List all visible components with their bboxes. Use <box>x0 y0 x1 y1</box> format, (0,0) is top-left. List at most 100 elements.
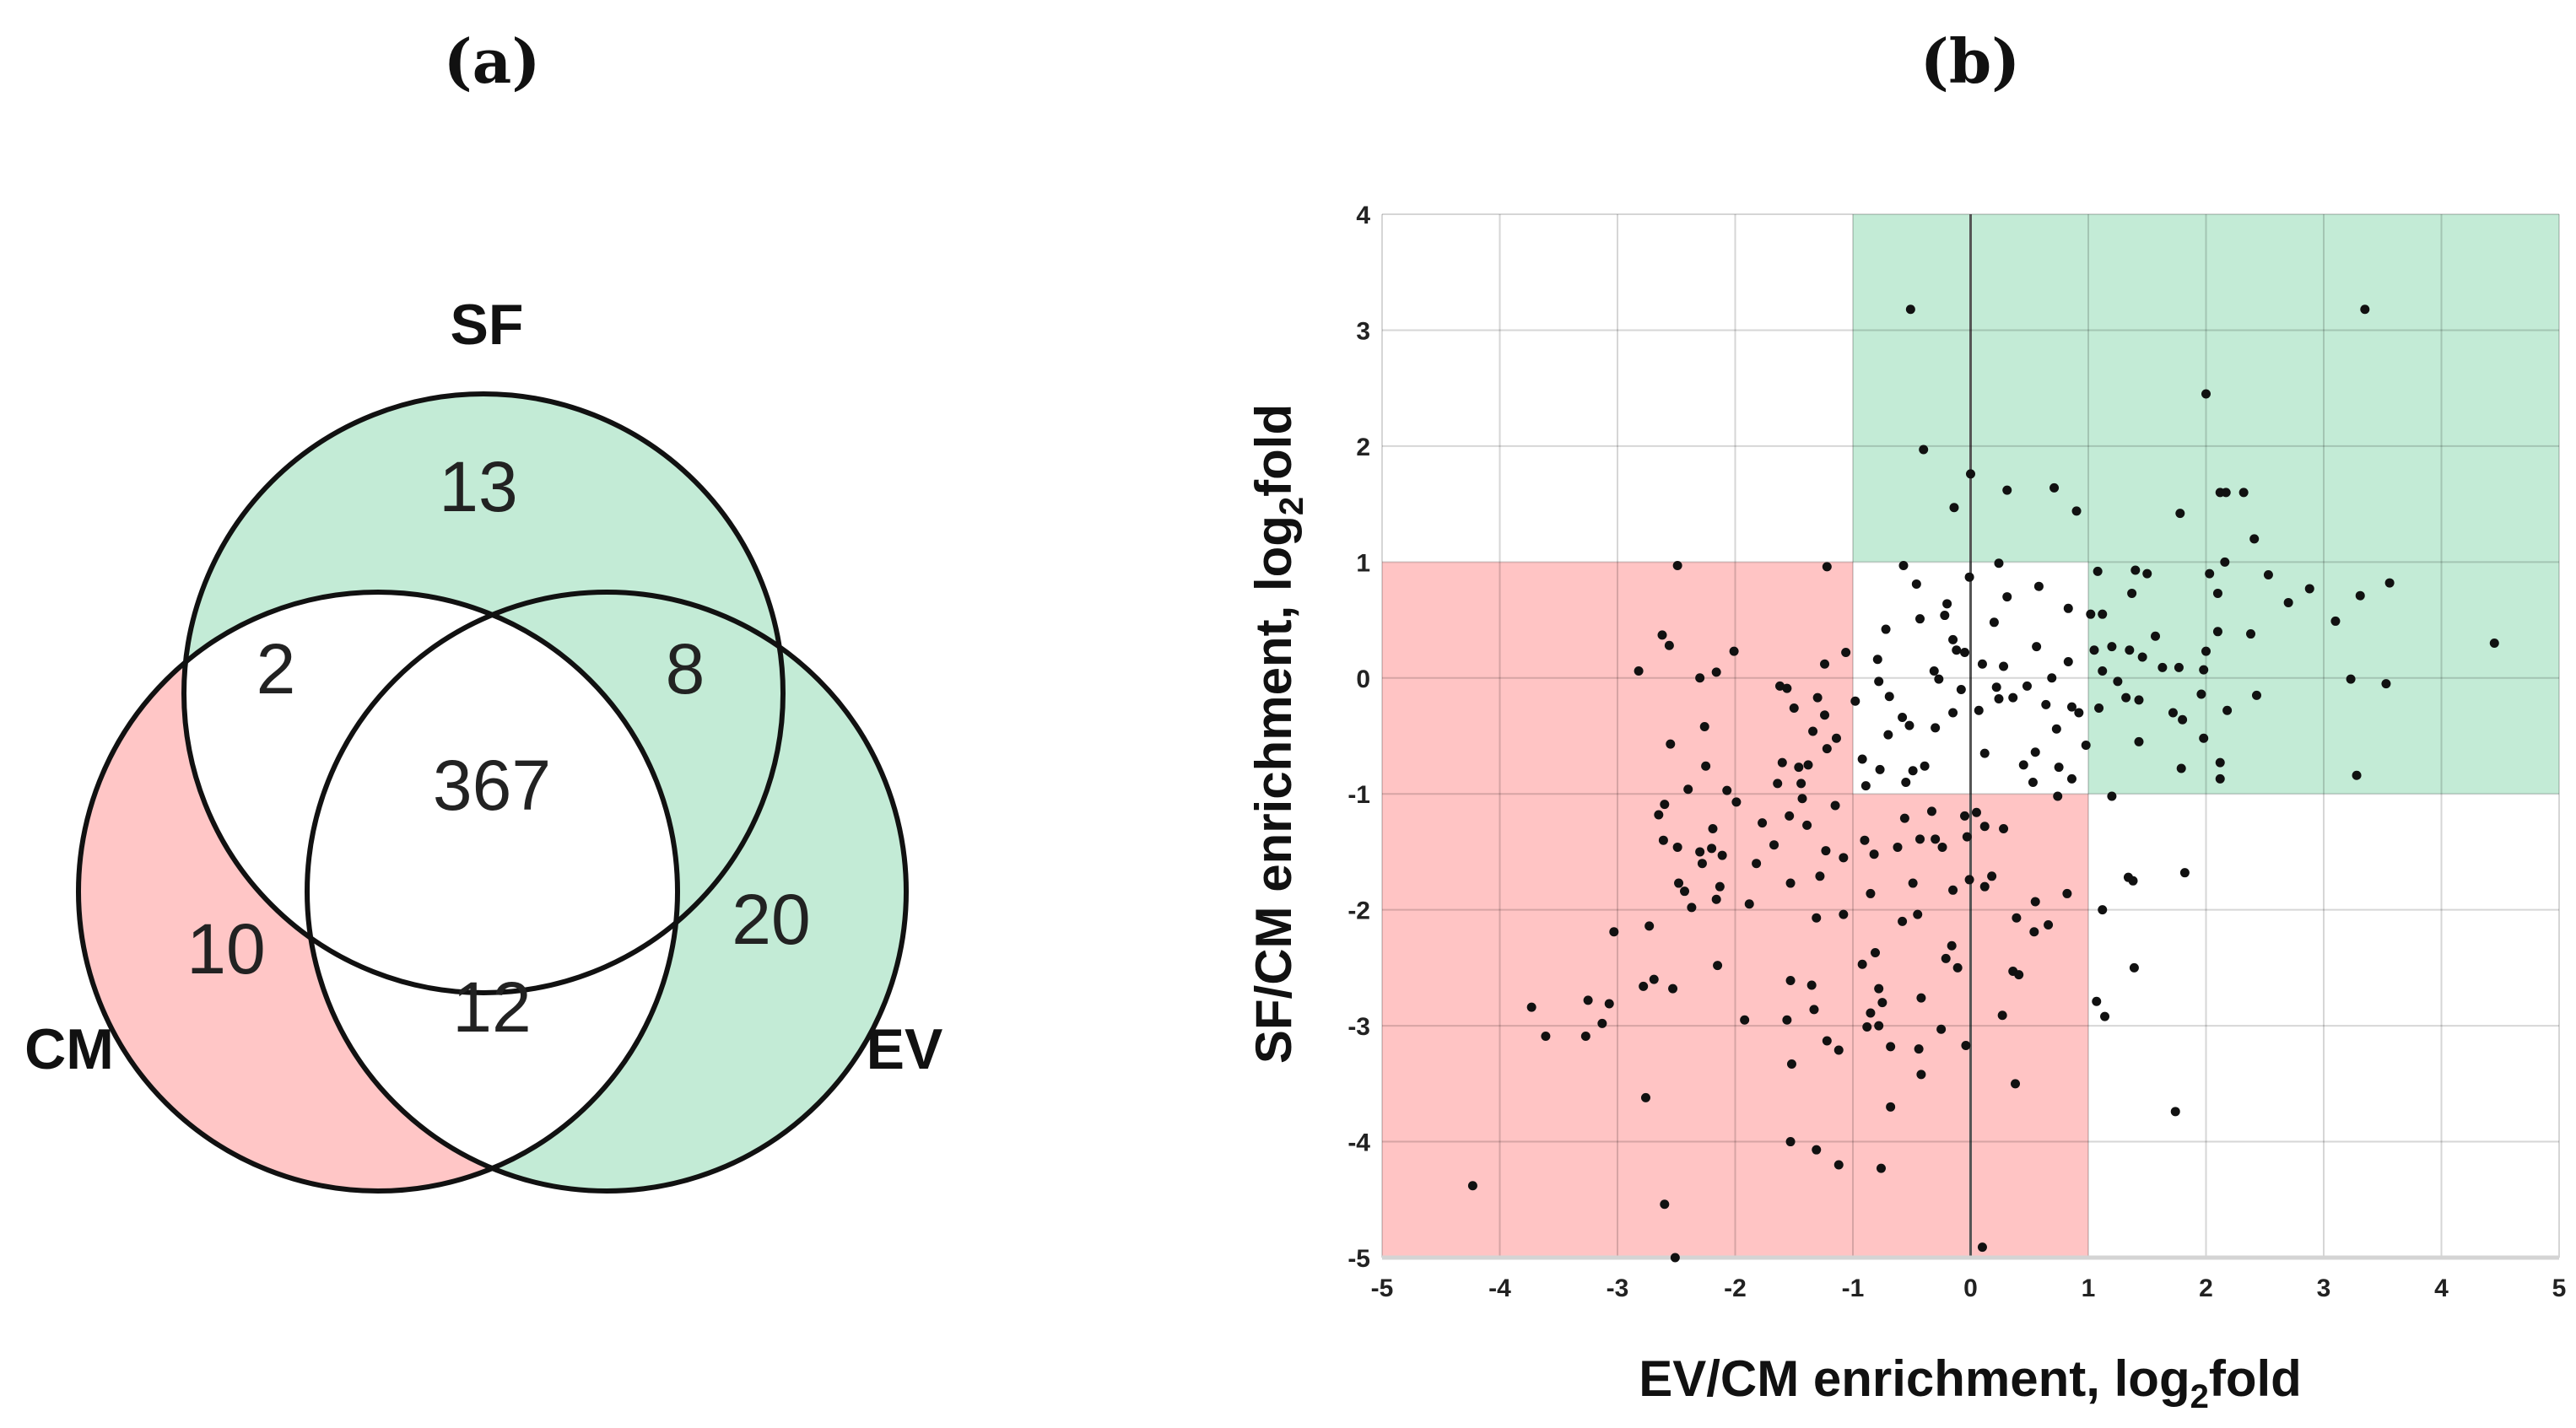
y-tick-label: 2 <box>1356 434 1370 461</box>
data-point <box>1812 1145 1822 1155</box>
data-point <box>1979 881 1990 892</box>
x-axis-label: EV/CM enrichment, log2fold <box>1639 1350 2302 1415</box>
data-point <box>1948 634 1958 644</box>
data-point <box>2178 714 2188 725</box>
x-tick-label: 5 <box>2552 1274 2567 1302</box>
data-point <box>1644 921 1655 931</box>
data-point <box>2066 702 2076 712</box>
data-point <box>1833 1160 1844 1170</box>
data-point <box>1857 754 1867 764</box>
data-point <box>2128 876 2138 886</box>
data-point <box>1874 983 1884 994</box>
x-tick-label: -5 <box>1371 1274 1394 1302</box>
data-point <box>1942 599 1952 609</box>
data-point <box>2063 657 2073 667</box>
data-point <box>1672 560 1682 570</box>
data-point <box>1657 630 1667 640</box>
data-point <box>1740 1015 1750 1025</box>
data-point <box>2127 588 2137 598</box>
data-point <box>1899 813 1909 823</box>
data-point <box>2222 705 2233 715</box>
data-point <box>1934 674 1944 684</box>
data-point <box>1874 676 1884 687</box>
x-axis-label-subscript: 2 <box>2190 1378 2209 1415</box>
data-point <box>2352 770 2362 780</box>
data-point <box>2238 488 2249 498</box>
data-point <box>1695 673 1705 683</box>
venn-count-sf-cm: 2 <box>257 629 296 709</box>
data-point <box>1715 881 1725 892</box>
data-point <box>2051 724 2061 734</box>
data-point <box>1931 723 1941 733</box>
data-point <box>1699 722 1709 732</box>
y-tick-label: -3 <box>1347 1013 1370 1041</box>
data-point <box>1680 886 1690 897</box>
venn-diagram: 13 2 8 367 10 20 12 SF CM EV <box>24 293 942 1194</box>
data-point <box>1977 659 1987 669</box>
data-point <box>1803 760 1813 770</box>
data-point <box>1905 304 1915 315</box>
data-point <box>1920 761 1930 771</box>
data-point <box>1722 785 1732 795</box>
data-point <box>2346 674 2356 684</box>
x-axis-label-tail: fold <box>2209 1350 2302 1407</box>
data-point <box>1833 1045 1844 1055</box>
data-point <box>1695 847 1705 857</box>
data-point <box>1467 1181 1477 1191</box>
data-point <box>1915 834 1925 844</box>
data-point <box>2212 627 2222 637</box>
data-point <box>1660 1199 1670 1210</box>
data-point <box>2002 592 2012 602</box>
data-point <box>1952 645 1962 655</box>
data-point <box>2092 996 2102 1006</box>
data-point <box>2029 927 2039 937</box>
data-point <box>2384 578 2395 588</box>
data-point <box>1929 666 1939 676</box>
data-point <box>1794 762 1804 773</box>
venn-count-cm-only: 10 <box>186 909 265 989</box>
data-point <box>1822 744 1832 754</box>
data-point <box>1940 611 1950 621</box>
data-point <box>1898 916 1908 926</box>
data-point <box>1806 980 1817 990</box>
data-point <box>1812 692 1823 703</box>
data-point <box>2047 673 2057 683</box>
data-point <box>2107 791 2117 801</box>
data-point <box>1862 1021 1872 1032</box>
data-point <box>1936 1024 1947 1034</box>
data-point <box>1997 1010 2007 1021</box>
data-point <box>1961 1040 1971 1050</box>
data-point <box>2176 763 2186 773</box>
data-point <box>2081 740 2091 750</box>
data-point <box>1802 820 1812 830</box>
data-point <box>1674 878 1684 888</box>
data-point <box>2049 482 2060 493</box>
data-point <box>2246 629 2256 639</box>
data-point <box>1701 761 1711 771</box>
venn-count-all: 367 <box>433 746 551 825</box>
data-point <box>2360 304 2370 315</box>
data-point <box>1580 1031 1590 1041</box>
data-point <box>1952 962 1963 973</box>
x-tick-label: 1 <box>2082 1274 2096 1302</box>
data-point <box>1773 779 1783 789</box>
data-point <box>1782 683 1792 693</box>
venn-label-cm: CM <box>24 1017 114 1081</box>
data-point <box>1758 818 1768 828</box>
data-point <box>1808 726 1818 736</box>
x-tick-label: 3 <box>2317 1274 2331 1302</box>
data-point <box>1915 614 1925 624</box>
data-point <box>1672 842 1682 852</box>
data-point <box>1872 655 1882 665</box>
data-point <box>1668 983 1678 994</box>
data-point <box>2113 676 2123 687</box>
data-point <box>1583 995 1593 1005</box>
data-point <box>1670 1253 1680 1263</box>
y-axis-label-tail: fold <box>1245 404 1302 497</box>
data-point <box>1962 832 1972 842</box>
data-point <box>2381 679 2391 689</box>
venn-ev-circle <box>305 590 909 1194</box>
data-point <box>1886 1042 1896 1052</box>
data-point <box>1919 445 1929 455</box>
